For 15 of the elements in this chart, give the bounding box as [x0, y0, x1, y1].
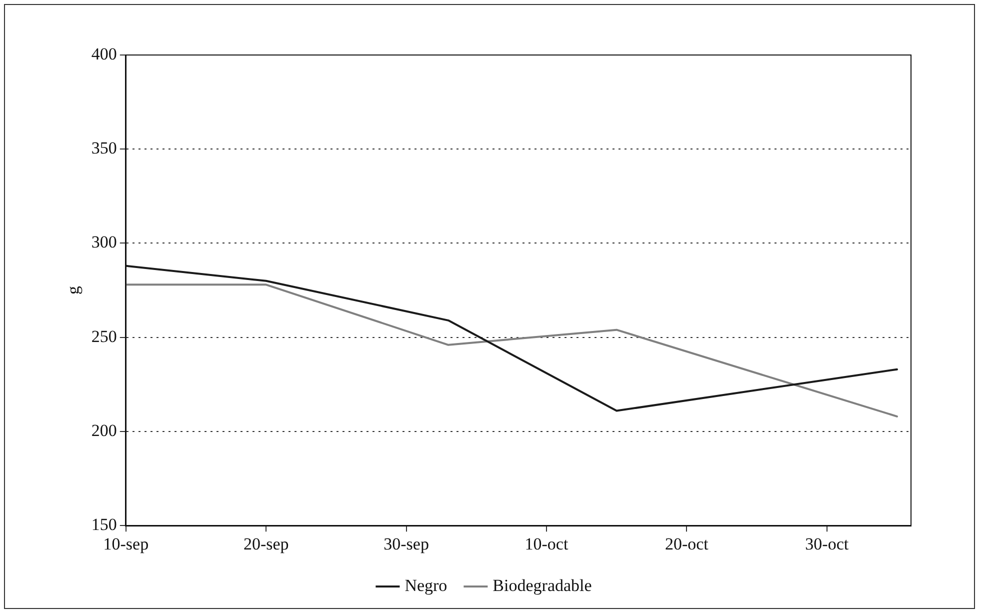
y-tick-label: 350 — [91, 138, 117, 158]
x-tick-label: 20-oct — [664, 534, 709, 554]
x-tick-label: 30-oct — [805, 534, 849, 554]
legend-label: Negro — [404, 576, 448, 595]
y-tick-label: 150 — [91, 515, 117, 534]
y-tick-label: 300 — [91, 232, 117, 252]
legend-label: Biodegradable — [492, 576, 592, 595]
x-tick-label: 20-sep — [243, 534, 289, 554]
y-axis-title: g — [64, 286, 83, 295]
y-tick-label: 200 — [91, 420, 117, 440]
x-tick-label: 10-sep — [103, 534, 149, 554]
x-tick-label: 30-sep — [384, 534, 429, 554]
y-tick-label: 400 — [91, 44, 117, 64]
y-tick-label: 250 — [91, 326, 117, 346]
x-tick-label: 10-oct — [524, 534, 568, 554]
